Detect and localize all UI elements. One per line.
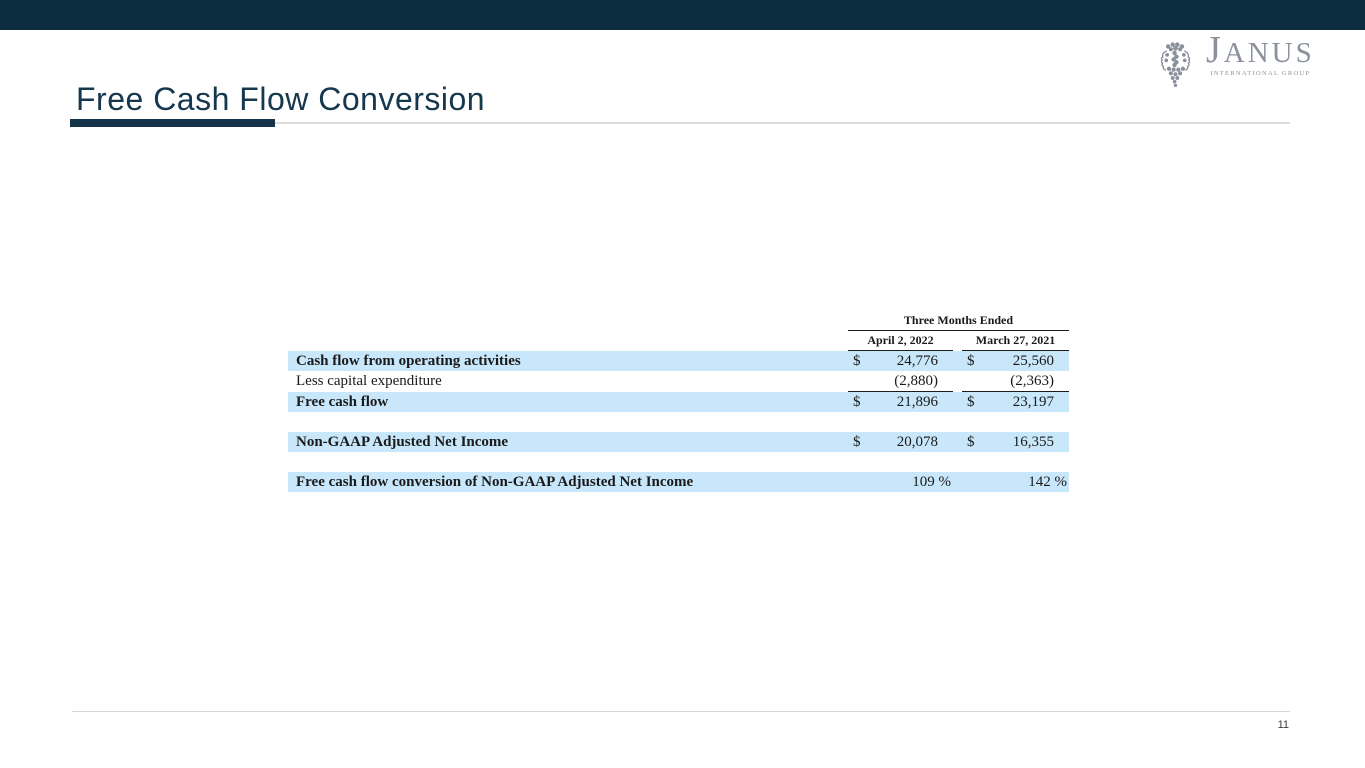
row-label: Less capital expenditure bbox=[296, 373, 442, 390]
footer-divider bbox=[72, 711, 1290, 712]
table-row-non-gaap-net-income: Non-GAAP Adjusted Net Income $ 20,078 $ … bbox=[288, 432, 1069, 452]
column-gap bbox=[953, 432, 962, 452]
row-label: Free cash flow bbox=[288, 391, 848, 412]
spacer-row bbox=[288, 452, 1069, 472]
column-gap bbox=[953, 371, 962, 392]
top-banner bbox=[0, 0, 1365, 30]
column-gap bbox=[953, 331, 962, 351]
company-logo: JANUS INTERNATIONAL GROUP bbox=[1152, 31, 1315, 90]
row-label: Non-GAAP Adjusted Net Income bbox=[288, 432, 848, 452]
cell-value: 24,776 bbox=[868, 350, 953, 371]
column-gap bbox=[953, 472, 962, 492]
logo-wordmark: JANUS bbox=[1206, 31, 1315, 69]
cell-value: 21,896 bbox=[868, 391, 953, 412]
cell-value: 109 % bbox=[868, 472, 953, 492]
column-header-march-2021: March 27, 2021 bbox=[962, 330, 1069, 351]
currency-symbol: $ bbox=[848, 391, 868, 412]
logo-initial: J bbox=[1206, 29, 1224, 71]
logo-subtitle: INTERNATIONAL GROUP bbox=[1210, 70, 1311, 77]
table-group-header-row: Three Months Ended bbox=[288, 311, 1069, 331]
janus-emblem-icon bbox=[1160, 42, 1191, 88]
logo-text: JANUS INTERNATIONAL GROUP bbox=[1206, 31, 1315, 77]
cell-value: (2,363) bbox=[982, 371, 1069, 392]
currency-symbol bbox=[848, 472, 868, 492]
table-row-operating-cash-flow: Cash flow from operating activities $ 24… bbox=[288, 350, 1069, 371]
currency-symbol: $ bbox=[848, 350, 868, 371]
table-row-free-cash-flow: Free cash flow $ 21,896 $ 23,197 bbox=[288, 391, 1069, 412]
cell-value: 16,355 bbox=[982, 432, 1069, 452]
title-underline bbox=[70, 122, 1290, 124]
row-label: Free cash flow conversion of Non-GAAP Ad… bbox=[288, 472, 848, 492]
cell-value: 25,560 bbox=[982, 350, 1069, 371]
cell-value: (2,880) bbox=[868, 371, 953, 392]
table-row-capital-expenditure: Less capital expenditure (2,880) (2,363) bbox=[288, 371, 1069, 392]
title-accent-bar bbox=[70, 119, 275, 127]
currency-symbol: $ bbox=[962, 432, 982, 452]
cell-value: 23,197 bbox=[982, 391, 1069, 412]
page-number: 11 bbox=[1277, 719, 1289, 731]
page-title: Free Cash Flow Conversion bbox=[76, 81, 486, 117]
currency-symbol: $ bbox=[848, 432, 868, 452]
table-row-fcf-conversion: Free cash flow conversion of Non-GAAP Ad… bbox=[288, 472, 1069, 492]
free-cash-flow-table: Three Months Ended April 2, 2022 March 2… bbox=[288, 311, 1069, 492]
currency-symbol bbox=[962, 472, 982, 492]
financial-table: Three Months Ended April 2, 2022 March 2… bbox=[288, 311, 1069, 492]
currency-symbol: $ bbox=[962, 350, 982, 371]
column-gap bbox=[953, 350, 962, 371]
currency-symbol bbox=[848, 371, 868, 392]
column-header-april-2022: April 2, 2022 bbox=[848, 330, 953, 351]
spacer-row bbox=[288, 412, 1069, 432]
group-header-cell: Three Months Ended bbox=[848, 311, 1069, 331]
logo-rest: ANUS bbox=[1223, 37, 1315, 69]
currency-symbol bbox=[962, 371, 982, 392]
currency-symbol: $ bbox=[962, 391, 982, 412]
cell-value: 142 % bbox=[982, 472, 1069, 492]
cell-value: 20,078 bbox=[868, 432, 953, 452]
column-gap bbox=[953, 391, 962, 412]
table-column-header-row: April 2, 2022 March 27, 2021 bbox=[288, 330, 1069, 351]
row-label: Cash flow from operating activities bbox=[288, 350, 848, 371]
